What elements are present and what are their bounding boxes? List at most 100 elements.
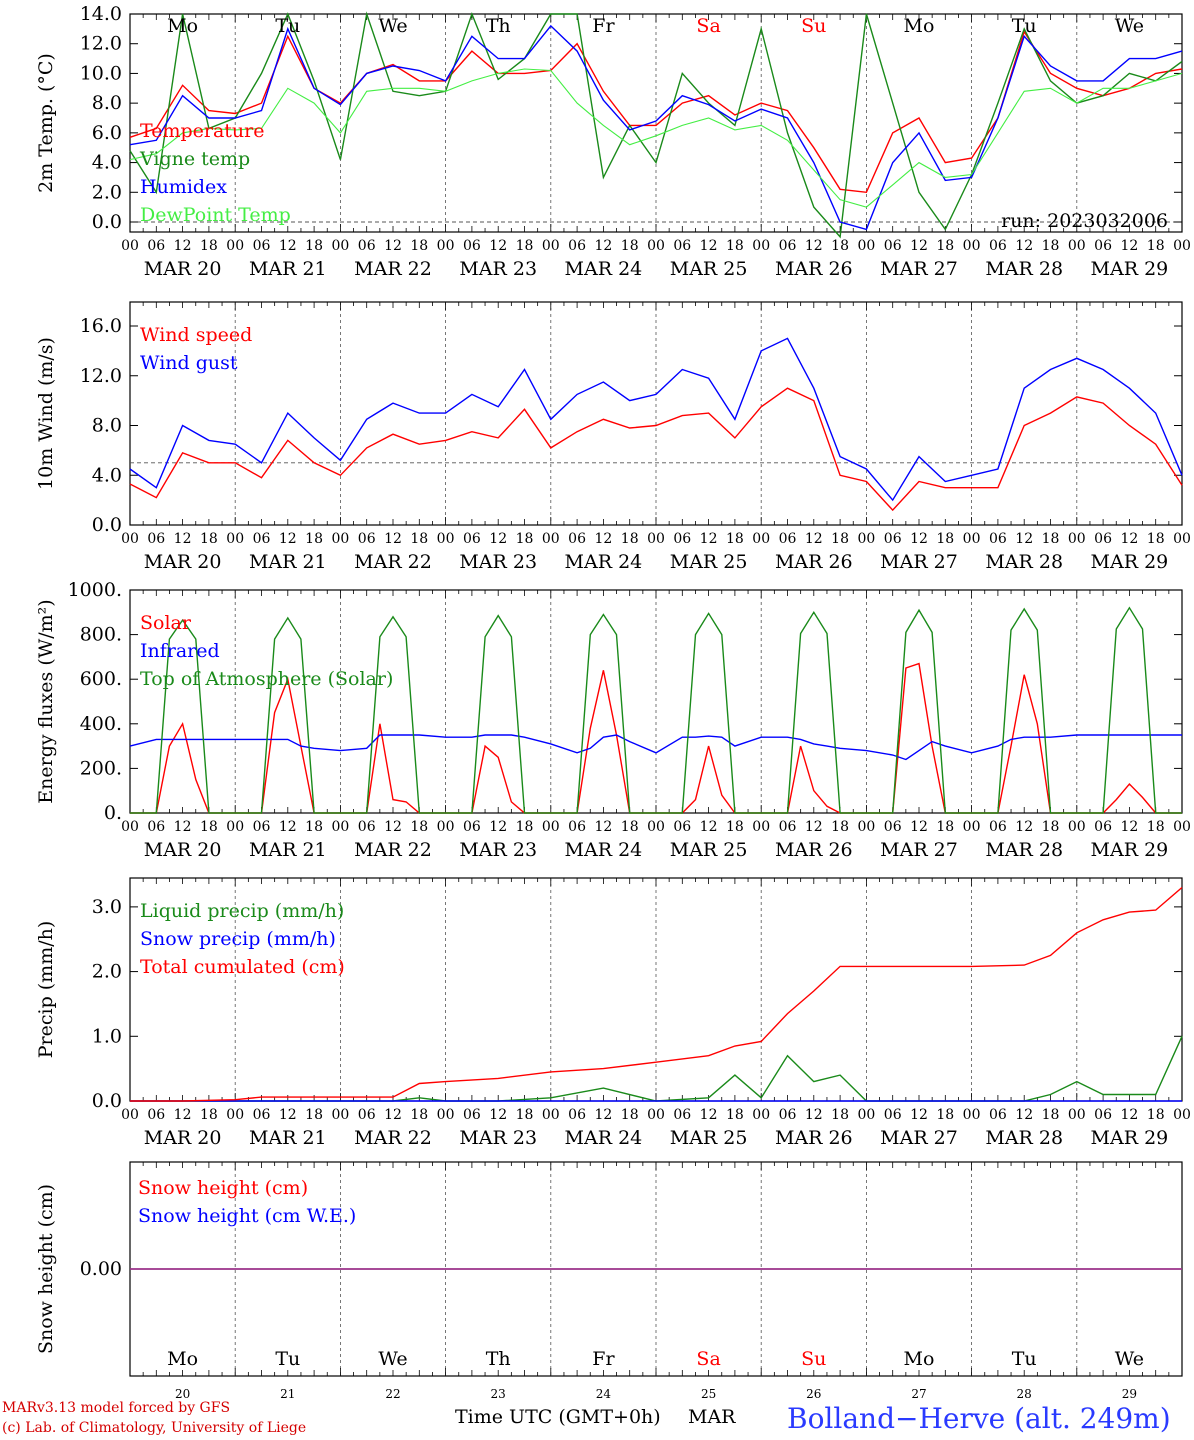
- x-date-label: MAR 20: [144, 839, 222, 861]
- day-number: 24: [596, 1387, 612, 1401]
- x-hour-label: 00: [647, 819, 665, 835]
- x-date-label: MAR 28: [985, 839, 1063, 861]
- y-tick-label: 10.0: [80, 62, 122, 84]
- x-hour-label: 18: [831, 1107, 849, 1123]
- x-hour-label: 18: [621, 238, 639, 254]
- x-hour-label: 12: [489, 238, 507, 254]
- x-hour-label: 18: [516, 1107, 534, 1123]
- x-hour-label: 12: [805, 531, 823, 547]
- x-hour-label: 06: [358, 238, 376, 254]
- x-hour-label: 18: [200, 819, 218, 835]
- x-hour-label: 12: [805, 1107, 823, 1123]
- weekday-label: Tu: [275, 15, 300, 37]
- y-axis-label: Precip (mm/h): [35, 921, 57, 1059]
- x-date-label: MAR 24: [565, 839, 643, 861]
- x-date-label: MAR 29: [1091, 839, 1169, 861]
- weekday-label: Tu: [1012, 1348, 1037, 1370]
- x-date-label: MAR 21: [249, 258, 327, 280]
- y-axis-label: 10m Wind (m/s): [35, 337, 57, 490]
- y-tick-label: 12.0: [80, 365, 122, 387]
- credit-line-1: MARv3.13 model forced by GFS: [2, 1400, 231, 1416]
- x-hour-label: 06: [884, 531, 902, 547]
- weekday-label: Mo: [167, 15, 198, 37]
- x-hour-label: 12: [279, 819, 297, 835]
- y-tick-label: 4.0: [92, 152, 122, 174]
- x-date-label: MAR 20: [144, 551, 222, 573]
- x-hour-label: 06: [463, 819, 481, 835]
- series-line-vigne-temp: [129, 11, 1183, 239]
- day-number: 20: [175, 1387, 190, 1401]
- series-line-wind-gust: [129, 337, 1183, 502]
- y-axis-label: Snow height (cm): [35, 1184, 57, 1354]
- legend-entry: Solar: [140, 612, 192, 634]
- x-hour-label: 18: [621, 531, 639, 547]
- x-hour-label: 00: [963, 531, 981, 547]
- series-line-humidex: [129, 24, 1183, 231]
- x-hour-label: 00: [647, 531, 665, 547]
- x-hour-label: 00: [1068, 238, 1086, 254]
- x-date-label: MAR 22: [354, 839, 432, 861]
- y-tick-label: 1000.: [68, 579, 122, 601]
- x-date-label: MAR 22: [354, 1127, 432, 1149]
- x-hour-label: 00: [542, 1107, 560, 1123]
- x-hour-label: 06: [779, 531, 797, 547]
- x-hour-label: 06: [884, 238, 902, 254]
- x-hour-label: 06: [463, 238, 481, 254]
- x-hour-label: 00: [857, 531, 875, 547]
- x-hour-label: 00: [226, 531, 244, 547]
- x-hour-label: 06: [253, 819, 271, 835]
- weekday-label: We: [378, 15, 407, 37]
- x-date-label: MAR 21: [249, 1127, 327, 1149]
- legend-entry: Snow height (cm W.E.): [138, 1205, 356, 1227]
- x-hour-label: 00: [226, 238, 244, 254]
- x-hour-label: 12: [1015, 1107, 1033, 1123]
- x-hour-label: 06: [147, 1107, 165, 1123]
- y-tick-label: 0.00: [80, 1258, 122, 1280]
- x-hour-label: 12: [700, 819, 718, 835]
- y-tick-label: 6.0: [92, 122, 122, 144]
- x-hour-label: 06: [568, 531, 586, 547]
- x-hour-label: 18: [1042, 531, 1060, 547]
- legend-entry: Snow height (cm): [138, 1177, 308, 1199]
- x-hour-label: 18: [726, 819, 744, 835]
- x-hour-label: 18: [831, 238, 849, 254]
- x-hour-label: 00: [121, 531, 139, 547]
- y-tick-label: 16.0: [80, 315, 122, 337]
- x-hour-label: 12: [384, 819, 402, 835]
- x-hour-label: 18: [305, 819, 323, 835]
- y-tick-label: 3.0: [92, 896, 122, 918]
- y-tick-label: 14.0: [80, 3, 122, 25]
- x-hour-label: 00: [437, 531, 455, 547]
- x-hour-label: 00: [226, 819, 244, 835]
- x-hour-label: 12: [489, 819, 507, 835]
- x-hour-label: 00: [857, 1107, 875, 1123]
- x-hour-label: 06: [568, 238, 586, 254]
- x-date-label: MAR 21: [249, 551, 327, 573]
- x-date-label: MAR 24: [565, 258, 643, 280]
- x-date-label: MAR 25: [670, 551, 748, 573]
- x-hour-label: 18: [936, 819, 954, 835]
- x-date-label: MAR 28: [985, 258, 1063, 280]
- weekday-label: Su: [801, 15, 826, 37]
- x-hour-label: 06: [358, 819, 376, 835]
- weekday-label: Fr: [592, 15, 615, 37]
- y-tick-label: 8.0: [92, 415, 122, 437]
- y-tick-label: 12.0: [80, 33, 122, 55]
- legend-entry: Top of Atmosphere (Solar): [140, 668, 393, 690]
- x-hour-label: 12: [174, 819, 192, 835]
- x-hour-label: 06: [673, 531, 691, 547]
- x-hour-label: 00: [121, 819, 139, 835]
- weekday-label: We: [1115, 1348, 1144, 1370]
- x-date-label: MAR 25: [670, 1127, 748, 1149]
- weekday-label: Th: [486, 15, 511, 37]
- x-date-label: MAR 26: [775, 258, 853, 280]
- x-hour-label: 18: [200, 238, 218, 254]
- x-hour-label: 06: [463, 531, 481, 547]
- y-tick-label: 0.0: [92, 211, 122, 233]
- series-line-total-cumulated-cm-: [130, 886, 1183, 1102]
- day-number: 21: [280, 1387, 295, 1401]
- x-hour-label: 18: [200, 531, 218, 547]
- x-hour-label: 18: [1147, 531, 1165, 547]
- x-hour-label: 06: [147, 819, 165, 835]
